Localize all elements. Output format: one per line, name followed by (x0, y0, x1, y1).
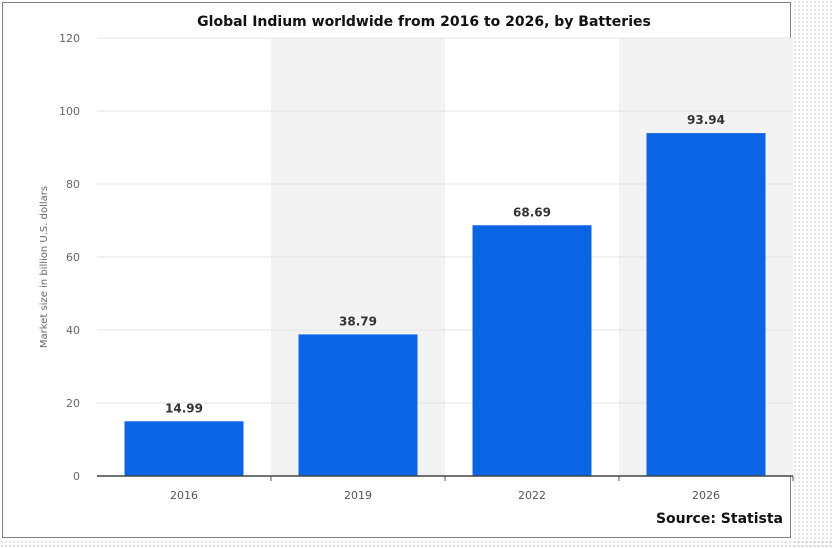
source-label: Source: Statista (655, 511, 783, 527)
y-tick-label: 60 (66, 251, 80, 264)
edge-texture (793, 0, 833, 548)
y-tick-label: 20 (66, 397, 80, 410)
bottom-texture (0, 540, 833, 548)
y-tick-label: 80 (66, 178, 80, 191)
y-tick-label: 0 (73, 470, 80, 483)
x-tick-label: 2022 (518, 489, 546, 502)
y-tick-label: 120 (59, 32, 80, 45)
data-label: 68.69 (513, 205, 551, 219)
y-tick-label: 100 (59, 105, 80, 118)
bar-2016 (124, 421, 244, 476)
data-label: 38.79 (339, 314, 377, 328)
x-tick-label: 2026 (692, 489, 720, 502)
chart-title: Global Indium worldwide from 2016 to 202… (197, 14, 651, 30)
y-tick-label: 40 (66, 324, 80, 337)
x-tick-label: 2019 (344, 489, 372, 502)
bar-2026 (646, 133, 766, 476)
bar-2022 (472, 225, 592, 476)
data-label: 93.94 (687, 113, 725, 127)
y-axis-title: Market size in billion U.S. dollars (39, 186, 50, 348)
data-label: 14.99 (165, 401, 203, 415)
bar-2019 (298, 334, 418, 476)
x-tick-label: 2016 (170, 489, 198, 502)
